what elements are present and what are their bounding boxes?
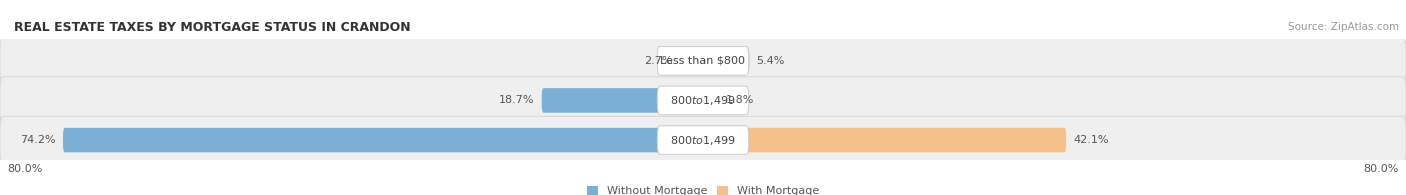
FancyBboxPatch shape: [657, 126, 749, 154]
Text: 80.0%: 80.0%: [1364, 164, 1399, 174]
Text: 5.4%: 5.4%: [756, 56, 785, 66]
FancyBboxPatch shape: [0, 37, 1406, 85]
Legend: Without Mortgage, With Mortgage: Without Mortgage, With Mortgage: [582, 181, 824, 195]
Text: REAL ESTATE TAXES BY MORTGAGE STATUS IN CRANDON: REAL ESTATE TAXES BY MORTGAGE STATUS IN …: [14, 21, 411, 34]
FancyBboxPatch shape: [679, 49, 703, 73]
FancyBboxPatch shape: [657, 86, 749, 115]
Text: 1.8%: 1.8%: [725, 95, 754, 105]
FancyBboxPatch shape: [703, 49, 749, 73]
Text: 42.1%: 42.1%: [1073, 135, 1108, 145]
Text: 18.7%: 18.7%: [499, 95, 534, 105]
FancyBboxPatch shape: [541, 88, 703, 113]
Text: 80.0%: 80.0%: [7, 164, 42, 174]
Text: 74.2%: 74.2%: [21, 135, 56, 145]
FancyBboxPatch shape: [657, 47, 749, 75]
FancyBboxPatch shape: [0, 116, 1406, 164]
FancyBboxPatch shape: [0, 77, 1406, 124]
FancyBboxPatch shape: [703, 128, 1066, 152]
Text: Source: ZipAtlas.com: Source: ZipAtlas.com: [1288, 22, 1399, 32]
FancyBboxPatch shape: [703, 88, 718, 113]
Text: Less than $800: Less than $800: [661, 56, 745, 66]
Text: 2.7%: 2.7%: [644, 56, 673, 66]
Text: $800 to $1,499: $800 to $1,499: [671, 134, 735, 147]
FancyBboxPatch shape: [63, 128, 703, 152]
Text: $800 to $1,499: $800 to $1,499: [671, 94, 735, 107]
